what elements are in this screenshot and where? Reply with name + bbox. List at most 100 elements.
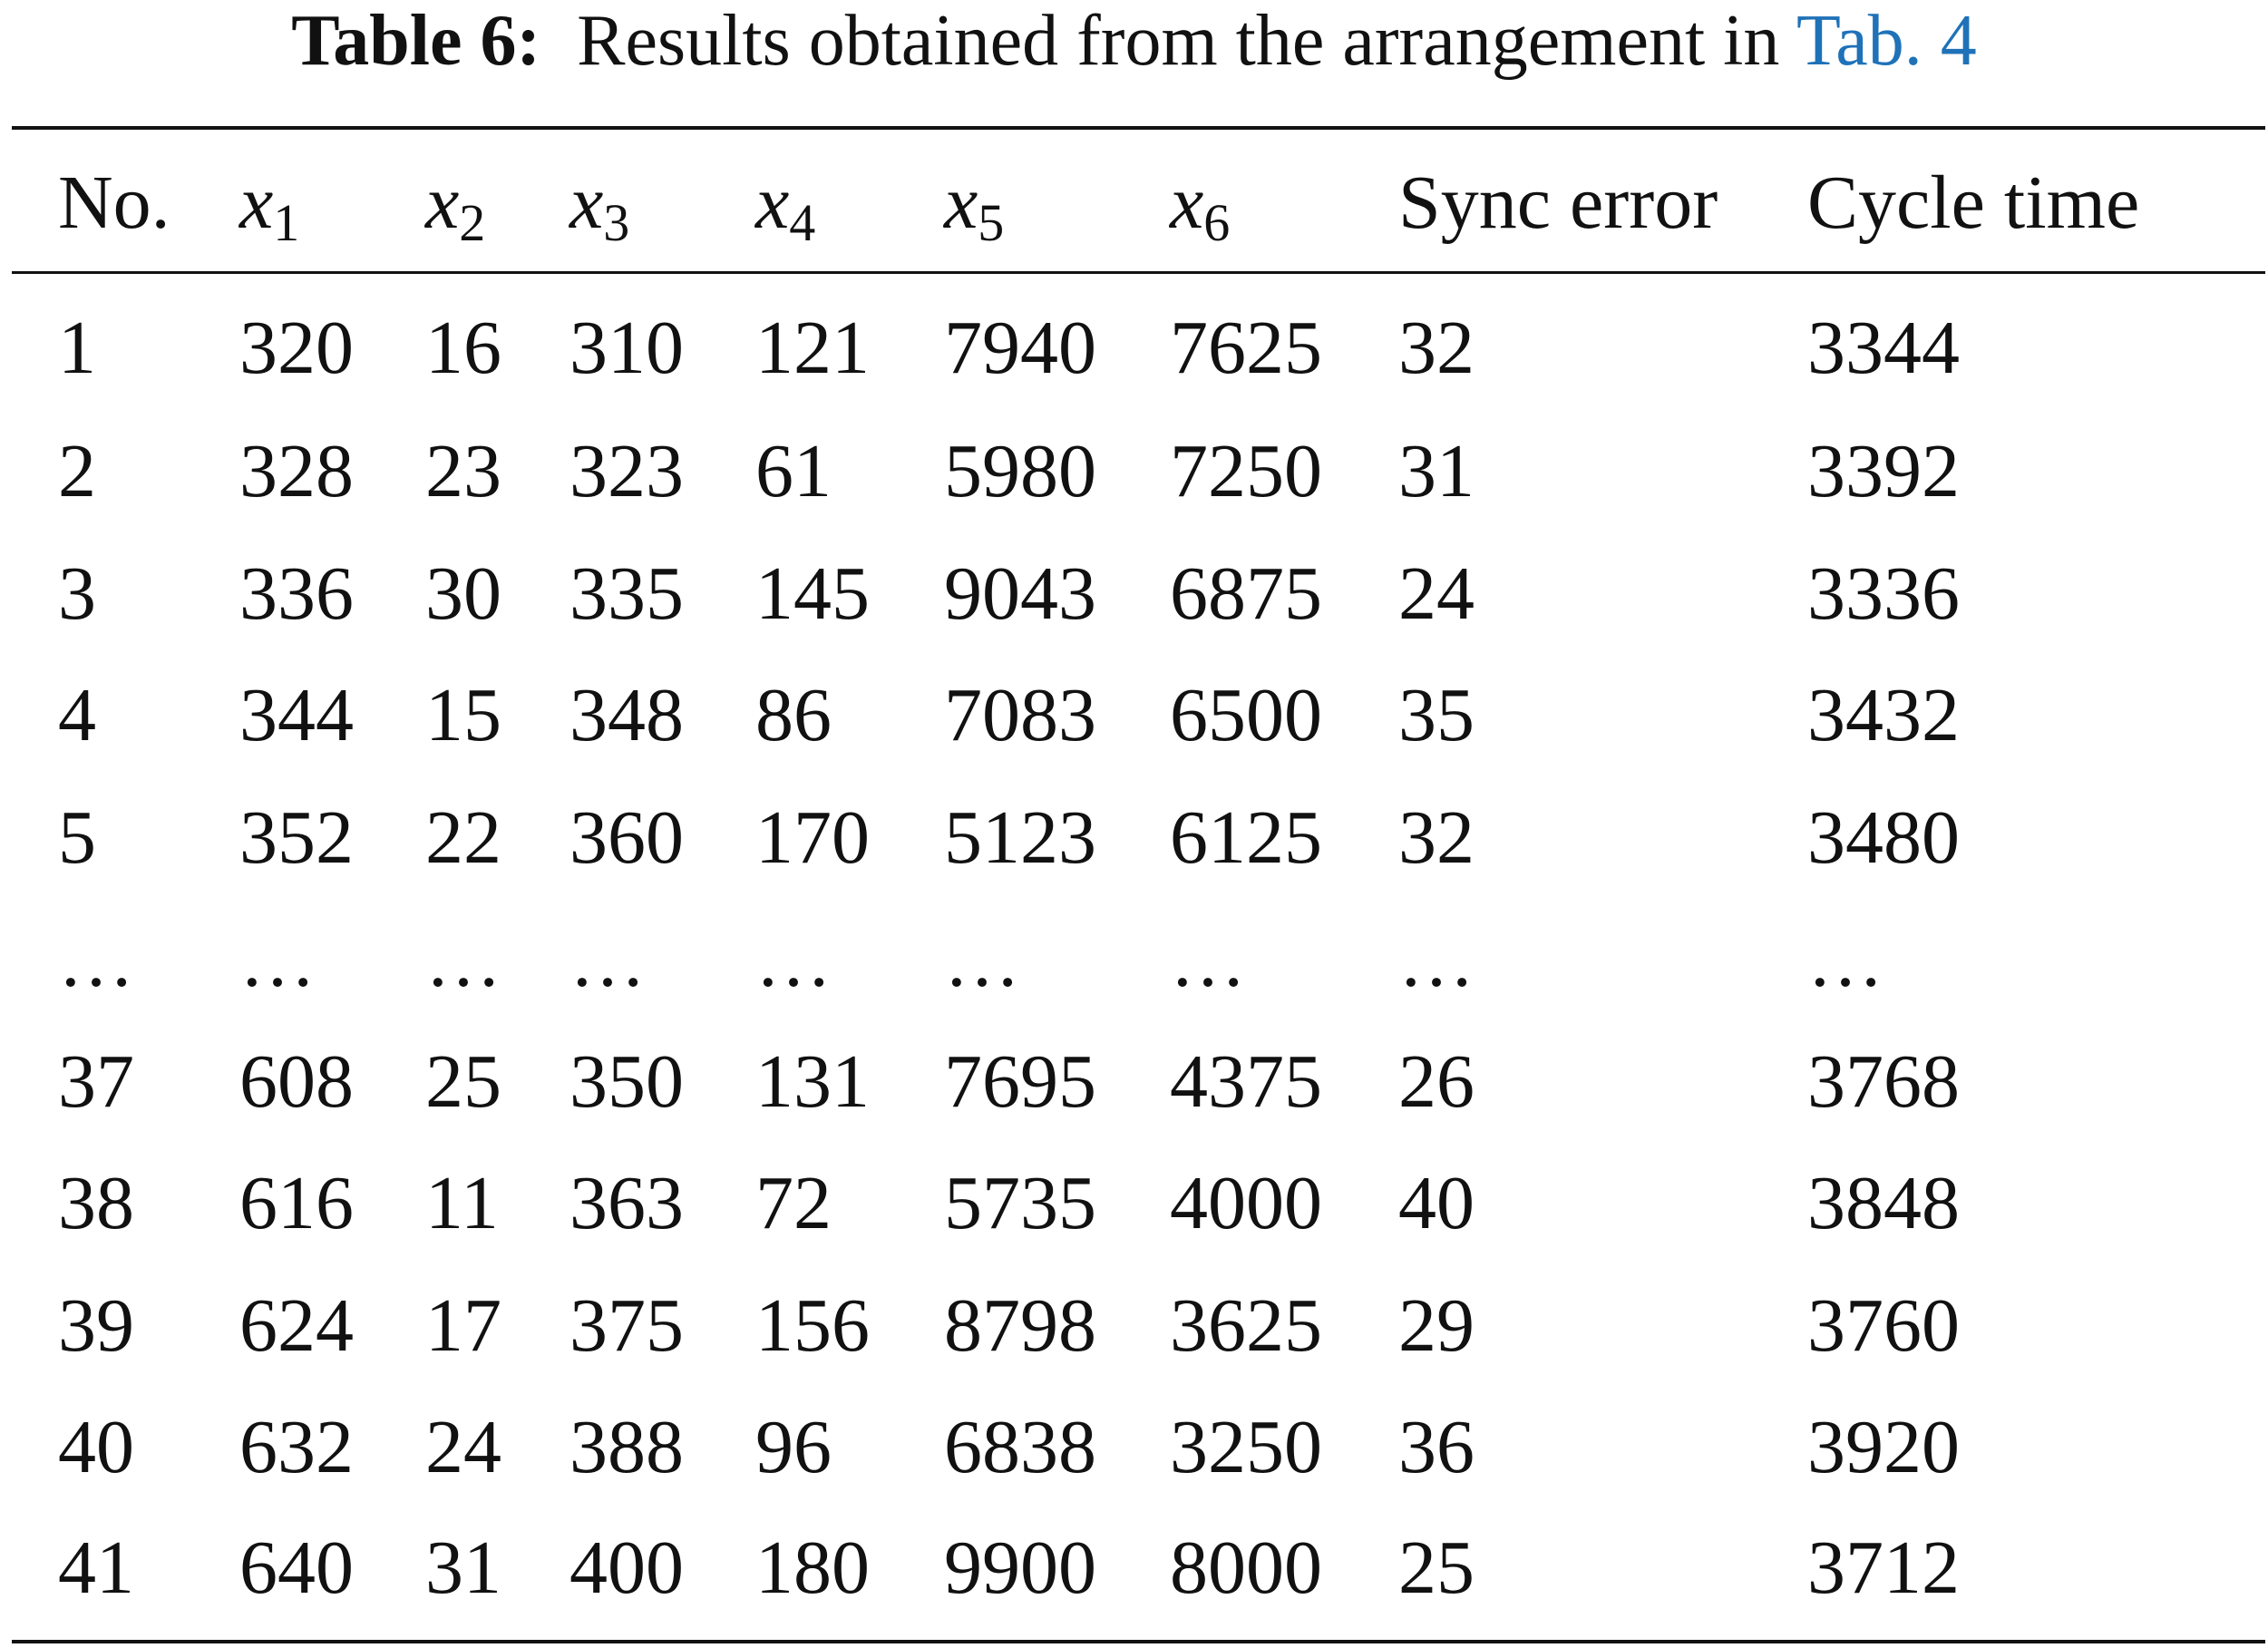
header-var: x — [944, 161, 978, 245]
table-cell: 5980 — [944, 429, 1096, 513]
table-cell: 632 — [239, 1405, 354, 1489]
table-cell: 131 — [755, 1039, 870, 1124]
table-cell: 4375 — [1170, 1039, 1322, 1124]
table-cell: 32 — [1398, 306, 1475, 390]
table-cell: … — [755, 919, 832, 1003]
table-cell: 328 — [239, 429, 354, 513]
header-cell: x6 — [1170, 158, 1230, 249]
table-cell: 31 — [425, 1526, 501, 1610]
table-cell: 344 — [239, 673, 354, 757]
table-cell: … — [58, 919, 134, 1003]
table-cell: 38 — [58, 1161, 134, 1245]
table-cell: 5 — [58, 795, 96, 880]
table-cell: 5123 — [944, 795, 1096, 880]
table-cell: 608 — [239, 1039, 354, 1124]
table-cell: 360 — [569, 795, 684, 880]
table-cell: 9043 — [944, 551, 1096, 636]
header-var: x — [239, 161, 274, 245]
table-cell: … — [239, 919, 316, 1003]
table-cell: 26 — [1398, 1039, 1475, 1124]
header-cell: x2 — [425, 158, 485, 249]
table-cell: 170 — [755, 795, 870, 880]
table-cell: 23 — [425, 429, 501, 513]
table-cell: 39 — [58, 1283, 134, 1368]
table-cell: … — [1398, 919, 1475, 1003]
table-cell: 2 — [58, 429, 96, 513]
table-cell: 15 — [425, 673, 501, 757]
table-cell: 25 — [1398, 1526, 1475, 1610]
table-cell: 6875 — [1170, 551, 1322, 636]
table-cell: … — [1807, 919, 1884, 1003]
table-cell: 25 — [425, 1039, 501, 1124]
header-cell: No. — [58, 161, 170, 245]
table-cell: 6500 — [1170, 673, 1322, 757]
table-cell: 3768 — [1807, 1039, 1960, 1124]
table-cell: 11 — [425, 1161, 499, 1245]
table-cell: 336 — [239, 551, 354, 636]
table-cell: 145 — [755, 551, 870, 636]
table-cell: 7940 — [944, 306, 1096, 390]
table-cell: 32 — [1398, 795, 1475, 880]
table-cell: 31 — [1398, 429, 1475, 513]
table-cell: 3432 — [1807, 673, 1960, 757]
table-cell: … — [944, 919, 1020, 1003]
table-cell: 30 — [425, 551, 501, 636]
header-subscript: 2 — [459, 193, 486, 252]
header-var: x — [1170, 161, 1204, 245]
table-cell: 86 — [755, 673, 832, 757]
table-cell: 6125 — [1170, 795, 1322, 880]
table-cell: 96 — [755, 1405, 832, 1489]
table-cell: 3760 — [1807, 1283, 1960, 1368]
table-cell: 3344 — [1807, 306, 1960, 390]
table-cell: 16 — [425, 306, 501, 390]
header-var: x — [425, 161, 460, 245]
header-subscript: 4 — [789, 193, 816, 252]
table-cell: 40 — [1398, 1161, 1475, 1245]
table-cell: … — [1170, 919, 1246, 1003]
header-subscript: 3 — [603, 193, 630, 252]
caption-label: Table 6: — [291, 1, 541, 81]
table-cell: 624 — [239, 1283, 354, 1368]
table-cell: 36 — [1398, 1405, 1475, 1489]
table-cell: 24 — [1398, 551, 1475, 636]
table-cell: … — [425, 919, 501, 1003]
header-cell: x1 — [239, 158, 299, 249]
table-cell: 3250 — [1170, 1405, 1322, 1489]
table-cell: 323 — [569, 429, 684, 513]
table-cell: 320 — [239, 306, 354, 390]
bottom-rule — [12, 1640, 2265, 1643]
table-cell: 121 — [755, 306, 870, 390]
table-cell: 350 — [569, 1039, 684, 1124]
table-cell: 40 — [58, 1405, 134, 1489]
table-cell: 4000 — [1170, 1161, 1322, 1245]
table-cell: 37 — [58, 1039, 134, 1124]
caption-text: Results obtained from the arrangement in — [577, 1, 1780, 81]
table-cell: 3848 — [1807, 1161, 1960, 1245]
table-cell: 3336 — [1807, 551, 1960, 636]
table-cell: 640 — [239, 1526, 354, 1610]
table-cell: 7083 — [944, 673, 1096, 757]
table-cell: 375 — [569, 1283, 684, 1368]
table-cell: 41 — [58, 1526, 134, 1610]
table-cell: 3392 — [1807, 429, 1960, 513]
header-rule — [12, 271, 2265, 274]
table-cell: … — [569, 919, 646, 1003]
table-cell: 3625 — [1170, 1283, 1322, 1368]
header-subscript: 6 — [1203, 193, 1231, 252]
table-cell: 310 — [569, 306, 684, 390]
header-cell: Cycle time — [1807, 161, 2140, 245]
table-cell: 3480 — [1807, 795, 1960, 880]
table-cell: 22 — [425, 795, 501, 880]
table-cell: 352 — [239, 795, 354, 880]
header-cell: x5 — [944, 158, 1004, 249]
table-cell: 348 — [569, 673, 684, 757]
table-cell: 6838 — [944, 1405, 1096, 1489]
table-cell: 400 — [569, 1526, 684, 1610]
table-cell: 29 — [1398, 1283, 1475, 1368]
table-cell: 3920 — [1807, 1405, 1960, 1489]
table-cell: 7250 — [1170, 429, 1322, 513]
table-cell: 180 — [755, 1526, 870, 1610]
header-var: x — [569, 161, 604, 245]
caption-link[interactable]: Tab. 4 — [1796, 1, 1977, 81]
